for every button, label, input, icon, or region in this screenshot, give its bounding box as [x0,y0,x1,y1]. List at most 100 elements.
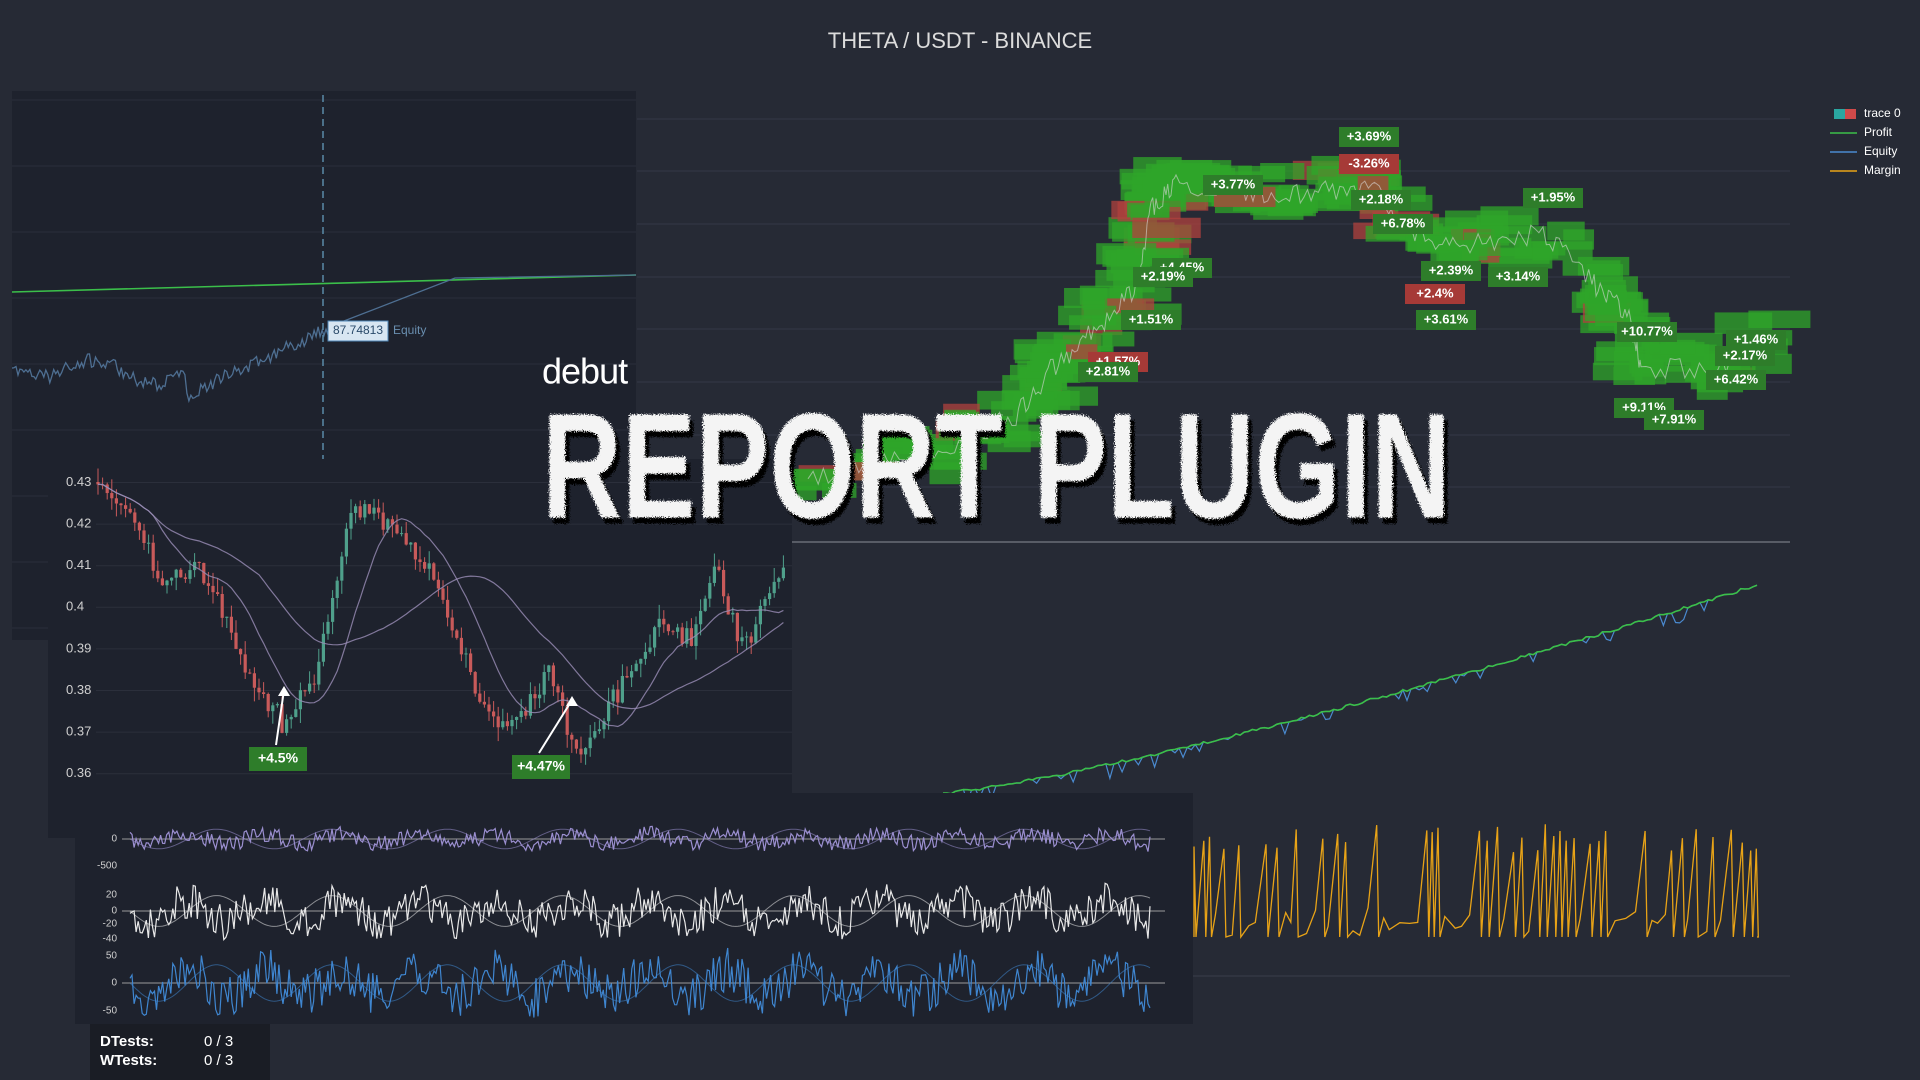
candle-body [358,506,362,518]
tooltip-value: 87.74813 [333,323,383,337]
profit-line [942,584,1758,795]
trade-box [1260,162,1305,180]
trade-box [837,462,898,481]
candle-body [344,528,348,557]
candle-body [538,694,542,699]
candle-body [400,533,404,535]
trade-label-box [512,755,570,779]
y-tick-label: -40 [103,934,118,945]
candle-body [450,617,454,631]
trade-arrow [538,699,573,754]
candle-body [252,673,256,688]
candle-body [151,542,155,571]
candle-body [124,505,128,509]
candle-body [367,504,371,514]
candle-body [160,578,164,586]
candle-body [625,675,629,678]
candle-body [570,734,574,740]
candle-body [170,577,174,581]
y-tick-label: 0.42 [66,516,91,531]
candle-body [501,721,505,728]
trade-label-box [1617,322,1677,342]
candle-body [754,624,758,643]
candle-body [372,507,376,514]
candle-body [128,508,132,513]
candle-body [593,731,597,738]
candle-body [528,694,532,716]
candle-body [321,633,325,662]
candle-body [441,588,445,600]
candle-body [666,624,670,632]
candle-body [620,675,624,703]
trade-box [944,409,976,430]
moving-average [97,483,784,728]
candle-body [234,632,238,649]
candle-body [639,658,643,664]
trade-label: +1.51% [1129,311,1174,326]
candle-body [243,654,247,673]
candle-body [722,569,726,597]
candle-body [542,672,546,695]
stats-table: DTests: 0 / 3 WTests: 0 / 3 [90,1024,270,1080]
hero-title-shadow: REPORT PLUGIN [546,388,1455,556]
candle-body [680,627,684,644]
candle-body [202,563,206,584]
candle-body [275,704,279,706]
y-tick-label: 0.36 [66,765,91,780]
candle-body [298,690,302,710]
candle-body [363,504,367,518]
candle-body [616,689,620,703]
candle-body [119,503,123,506]
candle-body [262,692,266,694]
trade-label: +3.61% [1424,311,1469,326]
candle-body [772,581,776,594]
candle-body [105,484,109,494]
stat-label: WTests: [100,1052,157,1069]
trade-box [1634,364,1667,385]
legend-label: trace 0 [1864,106,1901,120]
candle-body [561,692,565,706]
candle-body [496,716,500,728]
candle-body [206,583,210,586]
candle-body [220,594,224,618]
oscillator-signal [129,895,1151,927]
trade-box [1102,331,1135,347]
candle-body [248,672,252,674]
candle-body [731,612,735,615]
trade-label: +2.81% [1086,363,1131,378]
candle-body [482,701,486,705]
candle-body [758,605,762,625]
stat-value: 0 / 3 [204,1052,233,1069]
candle-body [749,636,753,643]
candle-body [294,709,298,717]
trade-box [1547,221,1585,241]
candle-body [671,631,675,633]
candle-body [354,506,358,513]
legend-label: Profit [1864,125,1893,139]
trade-box [1532,241,1593,261]
candle-body [597,729,601,732]
candle-body [216,592,220,595]
trade-label-box [1706,370,1766,390]
candle-body [285,719,289,733]
trade-label: +2.39% [1429,262,1474,277]
legend-swatch [1845,109,1856,119]
trade-label: +6.78% [1381,215,1426,230]
candle-body [165,580,169,586]
trade-box [1132,217,1201,239]
oscillator-panel: 0 -500 20 0 -20 -40 50 0 -50 [75,793,1193,1024]
y-tick-label: 0.41 [66,557,91,572]
candle-body [777,578,781,582]
chart-title: THETA / USDT - BINANCE [828,28,1092,53]
candle-body [574,739,578,749]
trade-label-box [249,747,307,771]
candle-body [133,512,137,523]
y-tick-label: 0 [111,978,117,989]
trade-label: +3.14% [1496,268,1541,283]
candle-body [611,689,615,702]
candle-body [551,665,555,687]
candle-body [340,556,344,581]
legend-label: Equity [1864,144,1897,158]
trade-box [1480,206,1539,226]
